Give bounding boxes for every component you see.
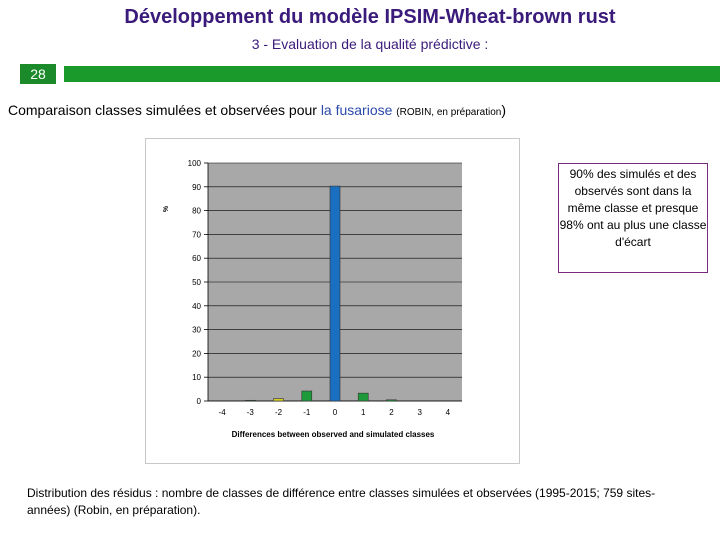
bar-1 <box>357 392 369 402</box>
x-tick-label-6: 2 <box>389 408 394 417</box>
heading-main: Comparaison classes simulées et observée… <box>8 102 321 118</box>
callout-box: 90% des simulés et des observés sont dan… <box>558 163 708 273</box>
y-axis-label: % <box>163 205 170 212</box>
chart-container: 0 10 20 30 40 50 60 70 80 90 100 -4 -3 -2 -1 0 1 2 3 4 Diffe… <box>145 138 520 464</box>
bar--2 <box>273 398 284 402</box>
x-tick-label-2: -2 <box>275 408 283 417</box>
y-tick-label-1: 10 <box>192 373 201 382</box>
y-tick-label-9: 90 <box>192 183 201 192</box>
y-tick-label-2: 20 <box>192 349 201 358</box>
x-tick-label-5: 1 <box>361 408 366 417</box>
bar--3 <box>245 399 256 402</box>
y-tick-label-8: 80 <box>192 207 201 216</box>
bar-0 <box>329 185 341 402</box>
x-tick-label-8: 4 <box>446 408 451 417</box>
bar-2 <box>386 399 397 402</box>
slide-subtitle: 3 - Evaluation de la qualité prédictive … <box>251 36 489 52</box>
header-bar <box>64 66 720 82</box>
x-tick-label-7: 3 <box>417 408 422 417</box>
heading-highlight: la fusariose <box>320 102 393 118</box>
x-tick-label-1: -3 <box>247 408 255 417</box>
x-tick-label-4: 0 <box>333 408 338 417</box>
y-tick-label-0: 0 <box>197 397 202 406</box>
heading-reference: (ROBIN, en préparation <box>396 107 502 118</box>
bar--1 <box>301 390 313 402</box>
bar-chart: 0 10 20 30 40 50 60 70 80 90 100 -4 -3 -2 -1 0 1 2 3 4 Diffe… <box>163 159 462 439</box>
y-tick-label-6: 60 <box>192 254 201 263</box>
y-tick-label-5: 50 <box>192 278 201 287</box>
chart-heading: Comparaison classes simulées et observée… <box>8 102 506 118</box>
y-tick-label-3: 30 <box>192 326 201 335</box>
slide-number: 28 <box>20 64 56 84</box>
figure-caption: Distribution des résidus : nombre de cla… <box>27 486 656 517</box>
y-tick-label-7: 70 <box>192 230 201 239</box>
heading-close: ) <box>501 102 507 118</box>
x-tick-label-0: -4 <box>219 408 227 417</box>
x-axis-label: Differences between observed and simulat… <box>232 430 435 439</box>
slide-title: Développement du modèle IPSIM-Wheat-brow… <box>124 6 616 28</box>
x-tick-label-3: -1 <box>303 408 311 417</box>
y-tick-label-10: 100 <box>188 159 202 168</box>
y-tick-label-4: 40 <box>192 302 201 311</box>
